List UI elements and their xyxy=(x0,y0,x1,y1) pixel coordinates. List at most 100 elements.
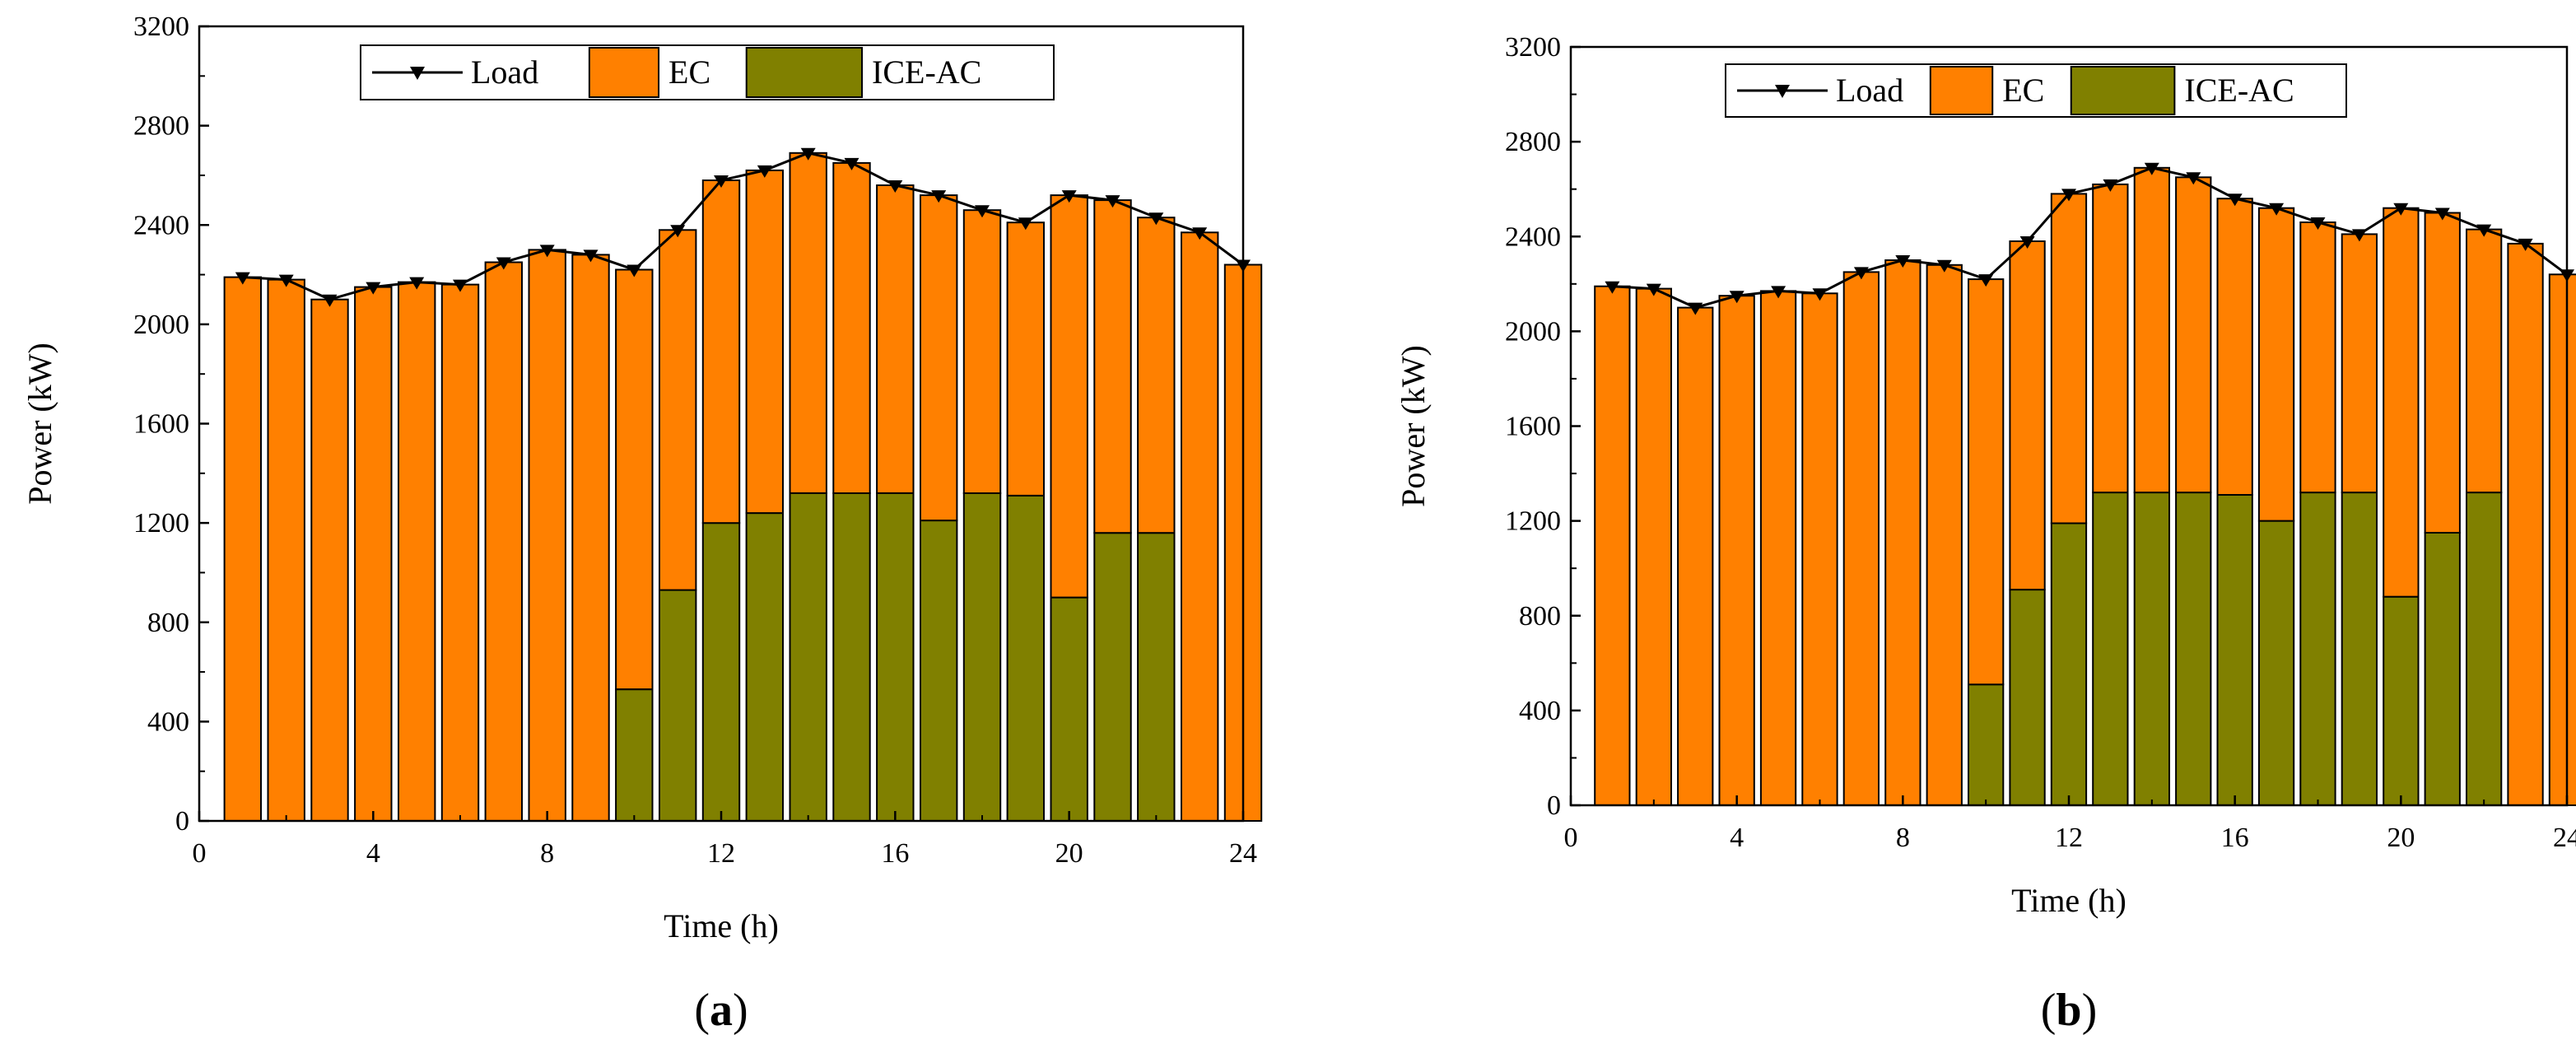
bar-ice-ac-h13 xyxy=(2092,492,2129,806)
load-point-h16 xyxy=(2227,193,2243,207)
chart-panel-a: 0 400 800 1200 1600 2000 2400 2800 3200 0 4 8 12 16 20… xyxy=(21,12,1263,1036)
bar-ice-ac-h15 xyxy=(2175,492,2212,806)
bar-ec-h16 xyxy=(876,184,915,494)
load-point-h10 xyxy=(627,264,642,277)
x-tick-label: 4 xyxy=(366,838,380,869)
load-point-h16 xyxy=(887,180,903,193)
y-tick-label: 2000 xyxy=(1505,316,1561,347)
panel-label: (b) xyxy=(2041,985,2097,1036)
bar-ec-h15 xyxy=(2175,176,2212,494)
bar-ec-h12 xyxy=(701,179,741,524)
y-axis-title: Power (kW) xyxy=(1395,345,1432,507)
load-point-h9 xyxy=(583,249,599,263)
bar-ec-h8 xyxy=(528,249,566,822)
load-point-h2 xyxy=(278,274,294,287)
bar-ice-ac-h11 xyxy=(2009,589,2046,806)
bar-ec-h3 xyxy=(1677,306,1714,807)
y-tick-label: 800 xyxy=(147,608,189,638)
load-point-h20 xyxy=(1061,190,1077,203)
y-tick-label: 2400 xyxy=(1505,221,1561,252)
legend-swatch-ec xyxy=(1929,66,1994,115)
load-point-h2 xyxy=(1646,283,1661,296)
legend-swatch-ice-ac xyxy=(745,47,864,98)
y-tick-label: 0 xyxy=(175,806,189,837)
chart-panel-b: 0 400 800 1200 1600 2000 2400 2800 3200 0 4 8 12 16 20… xyxy=(1395,32,2576,1036)
y-tick-label: 1200 xyxy=(1505,506,1561,537)
bar-ice-ac-h22 xyxy=(1137,532,1176,822)
bar-ice-ac-h18 xyxy=(2299,492,2336,806)
load-point-h21 xyxy=(2434,207,2450,221)
y-tick-label: 2000 xyxy=(133,310,189,340)
bar-ec-h18 xyxy=(2299,221,2336,494)
legend-box xyxy=(1725,63,2347,118)
bars xyxy=(1594,166,2576,807)
load-series xyxy=(1605,162,2574,315)
load-line xyxy=(242,152,1244,301)
bar-ec-h24 xyxy=(2548,273,2576,806)
y-axis: 0 400 800 1200 1600 2000 2400 2800 3200 xyxy=(1505,32,1581,821)
load-point-h7 xyxy=(1853,267,1869,280)
bar-ec-h18 xyxy=(962,209,1002,494)
bar-ice-ac-h18 xyxy=(962,492,1002,823)
bar-ec-h13 xyxy=(745,169,784,515)
load-point-h19 xyxy=(2351,229,2367,242)
bar-ec-h20 xyxy=(2383,207,2420,598)
bar-ec-h14 xyxy=(789,152,827,494)
bar-ec-h19 xyxy=(2341,233,2378,494)
bar-ec-h8 xyxy=(1884,259,1922,806)
load-point-h22 xyxy=(2476,224,2492,237)
bar-ice-ac-h14 xyxy=(789,492,827,823)
bar-ec-h4 xyxy=(354,286,393,823)
bar-ice-ac-h21 xyxy=(2424,532,2461,806)
x-tick-label: 12 xyxy=(707,838,735,869)
y-tick-label: 2800 xyxy=(1505,127,1561,157)
load-point-h7 xyxy=(496,257,511,270)
bar-ice-ac-h16 xyxy=(876,492,915,823)
load-point-h10 xyxy=(1978,274,1994,287)
load-point-h21 xyxy=(1105,195,1120,208)
x-tick-label: 4 xyxy=(1730,823,1744,853)
load-point-h4 xyxy=(1729,291,1745,304)
x-tick-label: 0 xyxy=(193,838,207,869)
bar-ec-h16 xyxy=(2216,198,2253,496)
y-tick-label: 1600 xyxy=(1505,412,1561,442)
legend-swatch-ec xyxy=(588,47,660,98)
bar-ec-h3 xyxy=(310,298,349,822)
bar-ec-h14 xyxy=(2133,166,2170,494)
y-tick-label: 3200 xyxy=(133,12,189,42)
bar-ec-h9 xyxy=(1926,263,1963,806)
bar-ec-h10 xyxy=(615,268,654,691)
bar-ice-ac-h22 xyxy=(2466,492,2503,806)
bar-ice-ac-h21 xyxy=(1093,532,1132,822)
x-tick-label: 20 xyxy=(1055,838,1083,869)
bar-ec-h22 xyxy=(2466,228,2503,494)
load-point-h18 xyxy=(975,205,990,218)
y-tick-label: 1200 xyxy=(133,508,189,538)
bar-ice-ac-h14 xyxy=(2133,492,2170,806)
bar-ice-ac-h10 xyxy=(1968,683,2005,807)
bar-ec-h9 xyxy=(571,254,610,822)
x-tick-label: 24 xyxy=(2553,823,2576,853)
load-point-h11 xyxy=(670,225,686,238)
bar-ec-h19 xyxy=(1006,221,1045,497)
x-tick-label: 8 xyxy=(540,838,554,869)
load-line xyxy=(1612,166,2568,310)
load-point-h18 xyxy=(2310,217,2326,230)
bars xyxy=(223,152,1263,823)
load-point-h15 xyxy=(844,157,859,170)
bar-ice-ac-h20 xyxy=(1050,596,1088,822)
bar-ec-h10 xyxy=(1968,278,2005,686)
bar-ec-h17 xyxy=(2257,207,2295,522)
y-tick-label: 0 xyxy=(1547,790,1561,821)
x-tick-label: 0 xyxy=(1564,823,1578,853)
bar-ec-h2 xyxy=(1635,287,1672,807)
x-axis: 0 4 8 12 16 20 24 xyxy=(193,811,1257,869)
bar-ec-h1 xyxy=(1594,285,1631,806)
load-point-h1 xyxy=(235,272,250,285)
bar-ec-h23 xyxy=(2507,242,2544,806)
y-tick-label: 2400 xyxy=(133,210,189,240)
bar-ec-h7 xyxy=(1842,271,1880,806)
bar-ec-h21 xyxy=(1093,199,1132,534)
bar-ec-h23 xyxy=(1181,231,1219,822)
